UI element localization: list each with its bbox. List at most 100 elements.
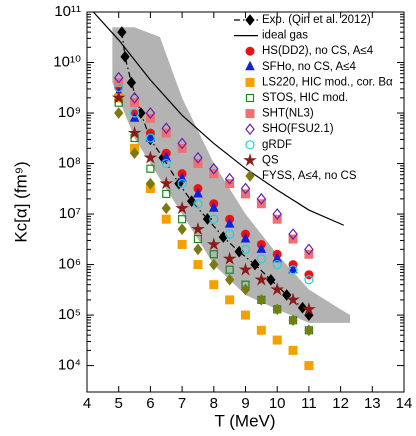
legend-label: QS — [262, 154, 279, 166]
point — [193, 199, 203, 209]
point — [145, 107, 156, 119]
point — [117, 26, 127, 38]
x-tick-label: 4 — [83, 395, 91, 412]
legend-marker — [243, 153, 257, 167]
point — [288, 345, 298, 355]
point — [225, 265, 234, 274]
point — [209, 214, 219, 224]
point — [304, 243, 314, 256]
point — [161, 202, 171, 215]
legend-label: STOS, HIC mod. — [262, 92, 348, 104]
y-axis-label: Kc[α] (fm⁹) — [11, 161, 30, 242]
point — [254, 272, 269, 286]
legend-marker — [245, 46, 255, 56]
point — [297, 301, 308, 314]
x-tick-label: 6 — [146, 395, 154, 412]
point — [162, 189, 171, 199]
point — [240, 244, 251, 254]
shaded-band — [112, 27, 351, 323]
point — [161, 151, 172, 162]
point — [222, 251, 237, 265]
point — [272, 303, 282, 316]
point — [224, 172, 235, 185]
point — [288, 265, 298, 275]
legend-marker — [245, 109, 255, 119]
x-tick-label: 12 — [332, 395, 349, 412]
point — [270, 282, 285, 296]
point — [111, 90, 126, 104]
point — [286, 292, 300, 306]
point — [191, 222, 205, 236]
point — [209, 280, 219, 290]
x-tick-label: 5 — [115, 395, 123, 412]
point — [161, 158, 171, 169]
legend-label: gRDF — [262, 139, 292, 151]
y-tick-label: 10⁷ — [59, 205, 81, 222]
point — [272, 252, 283, 263]
point — [225, 229, 235, 239]
point — [288, 263, 298, 274]
point — [256, 243, 267, 253]
point — [146, 164, 155, 173]
point — [302, 302, 316, 316]
series-line — [92, 11, 345, 226]
y-tick-label: 10⁶ — [58, 256, 81, 273]
point — [206, 237, 221, 251]
legend-marker — [245, 60, 255, 71]
point — [126, 76, 137, 89]
point — [266, 273, 276, 286]
point — [209, 250, 218, 259]
point — [240, 232, 251, 243]
legend-label: SFHo, no CS, A≤4 — [262, 61, 356, 73]
point — [193, 260, 203, 270]
legend-marker — [245, 170, 255, 182]
x-tick-label: 7 — [178, 395, 186, 412]
point — [240, 283, 251, 296]
point — [145, 133, 155, 143]
point — [282, 289, 292, 301]
legend-marker — [245, 140, 255, 150]
point — [114, 107, 124, 119]
point — [127, 125, 142, 139]
point — [250, 258, 260, 271]
point — [288, 228, 298, 241]
point — [241, 310, 250, 320]
point — [113, 71, 124, 84]
legend-label: Exp. (Qin et al. 2012) — [262, 14, 371, 26]
point — [288, 314, 298, 327]
point — [178, 215, 187, 224]
point — [272, 335, 282, 345]
point — [193, 187, 203, 198]
x-tick-label: 13 — [364, 395, 381, 412]
point — [272, 208, 282, 221]
point — [193, 151, 203, 164]
point — [304, 324, 314, 337]
point — [225, 295, 235, 305]
y-tick-label: 10⁴ — [58, 357, 81, 374]
point — [177, 137, 187, 150]
point — [177, 179, 187, 189]
y-tick-label: 10¹¹ — [54, 3, 81, 20]
point — [175, 201, 189, 215]
legend-marker — [245, 93, 255, 103]
point — [238, 262, 253, 276]
point — [129, 108, 140, 118]
point — [209, 162, 219, 175]
x-tick-label: 10 — [269, 395, 286, 412]
point — [120, 50, 130, 63]
point — [129, 147, 140, 160]
point — [256, 294, 266, 306]
legend-label: FYSS, A≤4, no CS — [262, 170, 357, 182]
point — [224, 218, 235, 228]
x-tick-label: 9 — [241, 395, 249, 412]
legend-label: LS220, HIC mod., cor. Bα — [262, 76, 393, 88]
point — [193, 243, 203, 256]
legend-marker — [245, 77, 255, 87]
point — [240, 182, 251, 195]
point — [129, 91, 140, 104]
point — [304, 361, 314, 371]
point — [304, 275, 314, 285]
point — [256, 254, 266, 264]
legend-marker — [245, 14, 255, 26]
